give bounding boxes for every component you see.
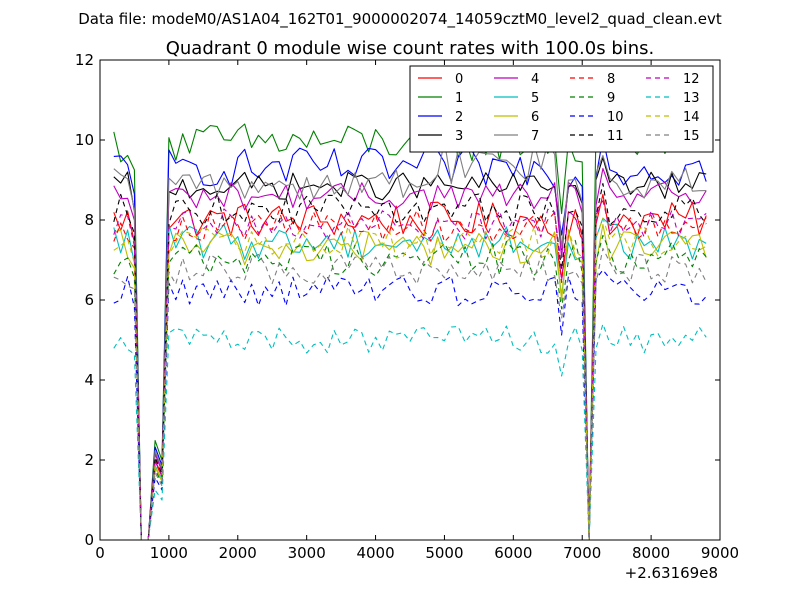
chart-title: Quadrant 0 module wise count rates with … bbox=[166, 38, 655, 59]
legend-frame bbox=[409, 65, 714, 153]
chart-suptitle: Data file: modeM0/AS1A04_162T01_90000020… bbox=[78, 10, 722, 29]
series-line-5 bbox=[113, 217, 707, 540]
series-line-2 bbox=[113, 137, 707, 540]
series-line-14 bbox=[113, 217, 707, 540]
legend-label-4: 4 bbox=[531, 72, 539, 87]
legend-label-9: 9 bbox=[607, 91, 615, 106]
legend-label-14: 14 bbox=[683, 110, 700, 125]
legend-label-10: 10 bbox=[607, 110, 624, 125]
legend-label-3: 3 bbox=[455, 129, 463, 144]
series-line-3 bbox=[113, 157, 707, 540]
x-tick-label: 5000 bbox=[425, 544, 463, 562]
ticks-layer: 0 1000 2000 3000 4000 5000 6000 7000 8000 9000 0 2 4… bbox=[75, 51, 739, 562]
legend-label-2: 2 bbox=[455, 110, 463, 125]
x-tick-label: 3000 bbox=[288, 544, 326, 562]
y-tick-label: 12 bbox=[75, 51, 94, 69]
legend-label-13: 13 bbox=[683, 91, 700, 106]
y-tick-label: 2 bbox=[84, 451, 94, 469]
series-line-12 bbox=[113, 198, 707, 540]
legend-label-0: 0 bbox=[455, 72, 463, 87]
series-layer bbox=[113, 109, 707, 540]
legend-label-6: 6 bbox=[531, 110, 539, 125]
legend-label-11: 11 bbox=[607, 129, 624, 144]
series-line-13 bbox=[113, 323, 707, 540]
x-tick-label: 2000 bbox=[219, 544, 257, 562]
legend-label-5: 5 bbox=[531, 91, 539, 106]
legend-label-12: 12 bbox=[683, 72, 700, 87]
series-line-7 bbox=[113, 140, 707, 540]
y-tick-label: 10 bbox=[75, 131, 94, 149]
legend-label-1: 1 bbox=[455, 91, 463, 106]
series-line-11 bbox=[113, 183, 707, 540]
legend-label-8: 8 bbox=[607, 72, 615, 87]
series-line-15 bbox=[113, 247, 707, 540]
x-tick-label: 8000 bbox=[632, 544, 670, 562]
series-line-6 bbox=[113, 224, 707, 540]
series-line-9 bbox=[113, 234, 707, 540]
x-tick-label: 6000 bbox=[494, 544, 532, 562]
legend-label-7: 7 bbox=[531, 129, 539, 144]
x-tick-label: 4000 bbox=[356, 544, 394, 562]
y-tick-label: 8 bbox=[84, 211, 94, 229]
x-tick-label: 7000 bbox=[563, 544, 601, 562]
y-tick-label: 4 bbox=[84, 371, 94, 389]
series-line-10 bbox=[113, 269, 707, 540]
legend-label-15: 15 bbox=[683, 129, 700, 144]
series-line-4 bbox=[113, 167, 707, 540]
x-tick-label: 0 bbox=[95, 544, 105, 562]
x-tick-label: 9000 bbox=[701, 544, 739, 562]
y-tick-label: 0 bbox=[84, 531, 94, 549]
series-line-8 bbox=[113, 200, 707, 540]
y-tick-label: 6 bbox=[84, 291, 94, 309]
x-offset-label: +2.63169e8 bbox=[625, 564, 718, 582]
x-tick-label: 1000 bbox=[150, 544, 188, 562]
